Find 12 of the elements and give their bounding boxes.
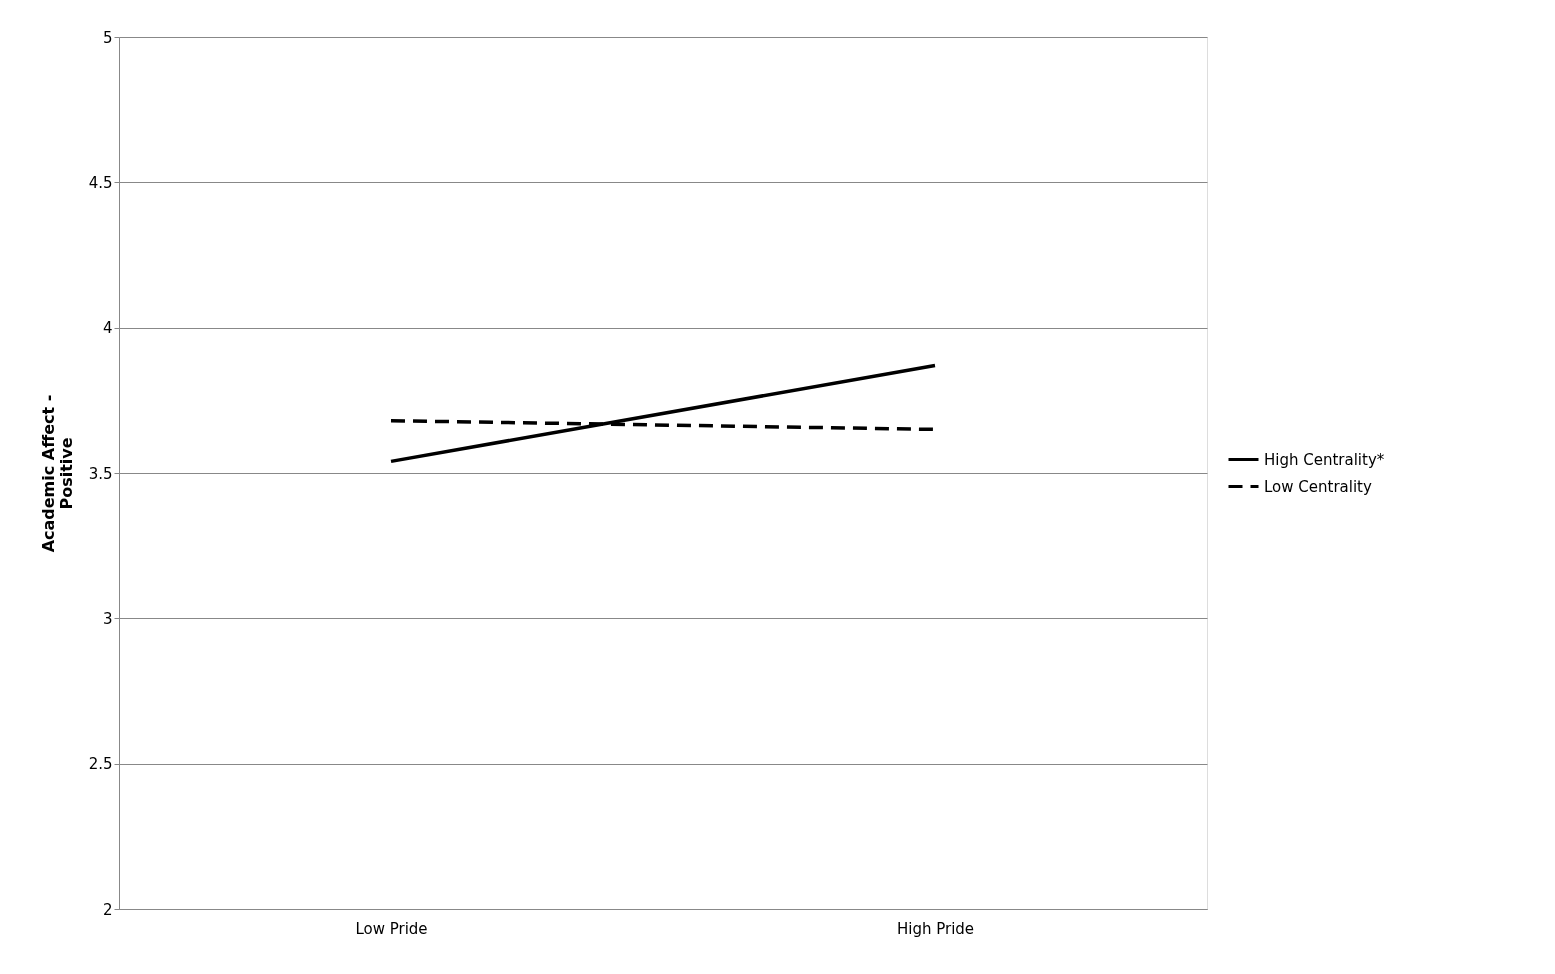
x-tick-label: Low Pride <box>355 919 428 938</box>
y-tick-label: 3.5 <box>88 464 113 483</box>
x-tick-label: High Pride <box>896 919 975 938</box>
legend-label: High Centrality* <box>1264 450 1385 469</box>
y-tick-label: 2 <box>102 900 113 919</box>
y-tick-label: 4 <box>102 319 113 338</box>
y-tick-label: 5 <box>102 28 113 47</box>
y-tick-label: 4.5 <box>88 173 113 192</box>
legend-label: Low Centrality <box>1264 477 1372 496</box>
y-tick-label: 2.5 <box>88 755 113 774</box>
y-axis-title: Academic Affect - Positive <box>38 394 76 553</box>
y-tick-label: 3 <box>102 609 113 628</box>
